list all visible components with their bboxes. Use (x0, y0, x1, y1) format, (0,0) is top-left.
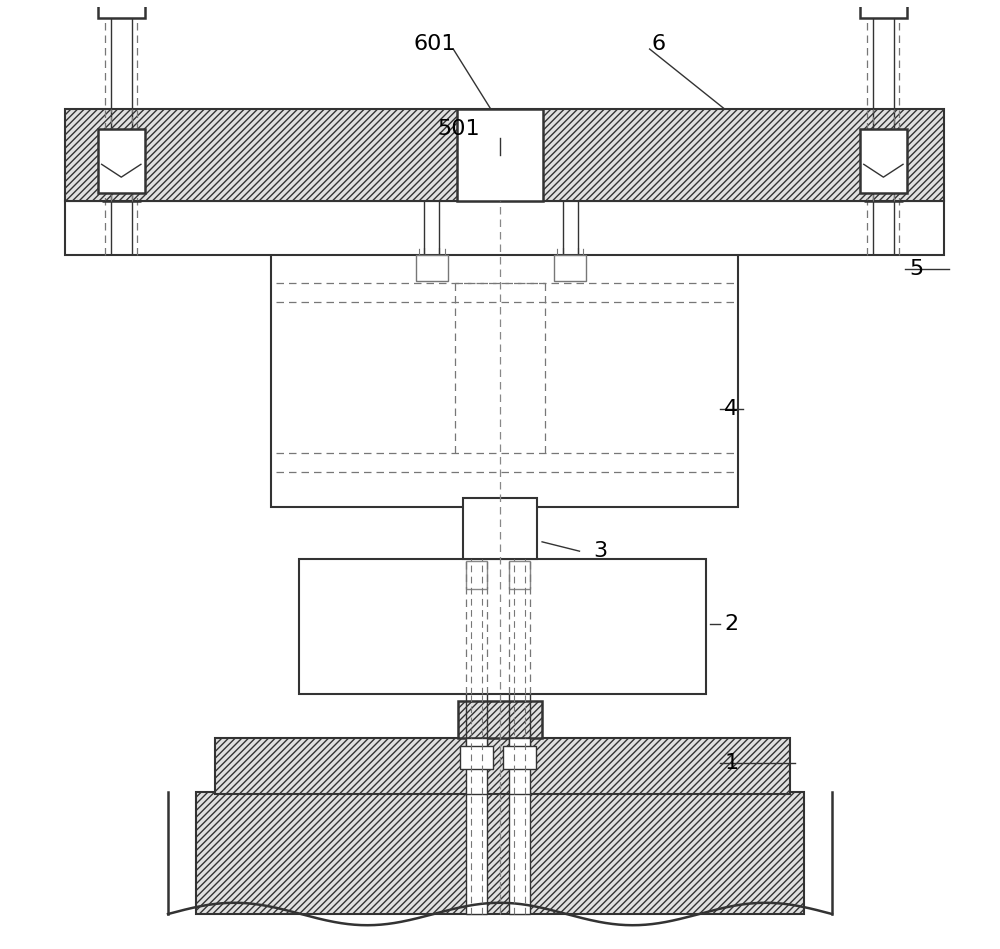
Bar (509, 738, 530, 794)
Bar (65, 200, 944, 254)
Bar (466, 561, 487, 588)
Bar (215, 738, 790, 794)
Bar (503, 746, 536, 769)
Bar (299, 559, 706, 695)
Text: 601: 601 (413, 34, 456, 54)
Bar (554, 254, 586, 281)
Bar (98, 0, 145, 18)
Text: 6: 6 (652, 34, 666, 54)
Bar (509, 561, 530, 588)
Bar (463, 498, 537, 559)
Bar (860, 129, 907, 194)
Bar (466, 791, 487, 914)
Bar (509, 791, 530, 914)
Bar (860, 0, 907, 18)
Text: 1: 1 (724, 753, 739, 772)
Text: 5: 5 (910, 259, 924, 279)
Text: 4: 4 (724, 399, 739, 419)
Bar (98, 129, 145, 194)
Bar (457, 109, 543, 200)
Bar (271, 248, 738, 507)
Text: 2: 2 (724, 614, 739, 634)
Text: 3: 3 (594, 541, 608, 561)
Bar (65, 109, 944, 200)
Bar (458, 700, 542, 738)
Bar (416, 254, 448, 281)
Bar (196, 792, 804, 914)
Bar (460, 746, 493, 769)
Bar (466, 738, 487, 794)
Text: 501: 501 (438, 119, 480, 139)
